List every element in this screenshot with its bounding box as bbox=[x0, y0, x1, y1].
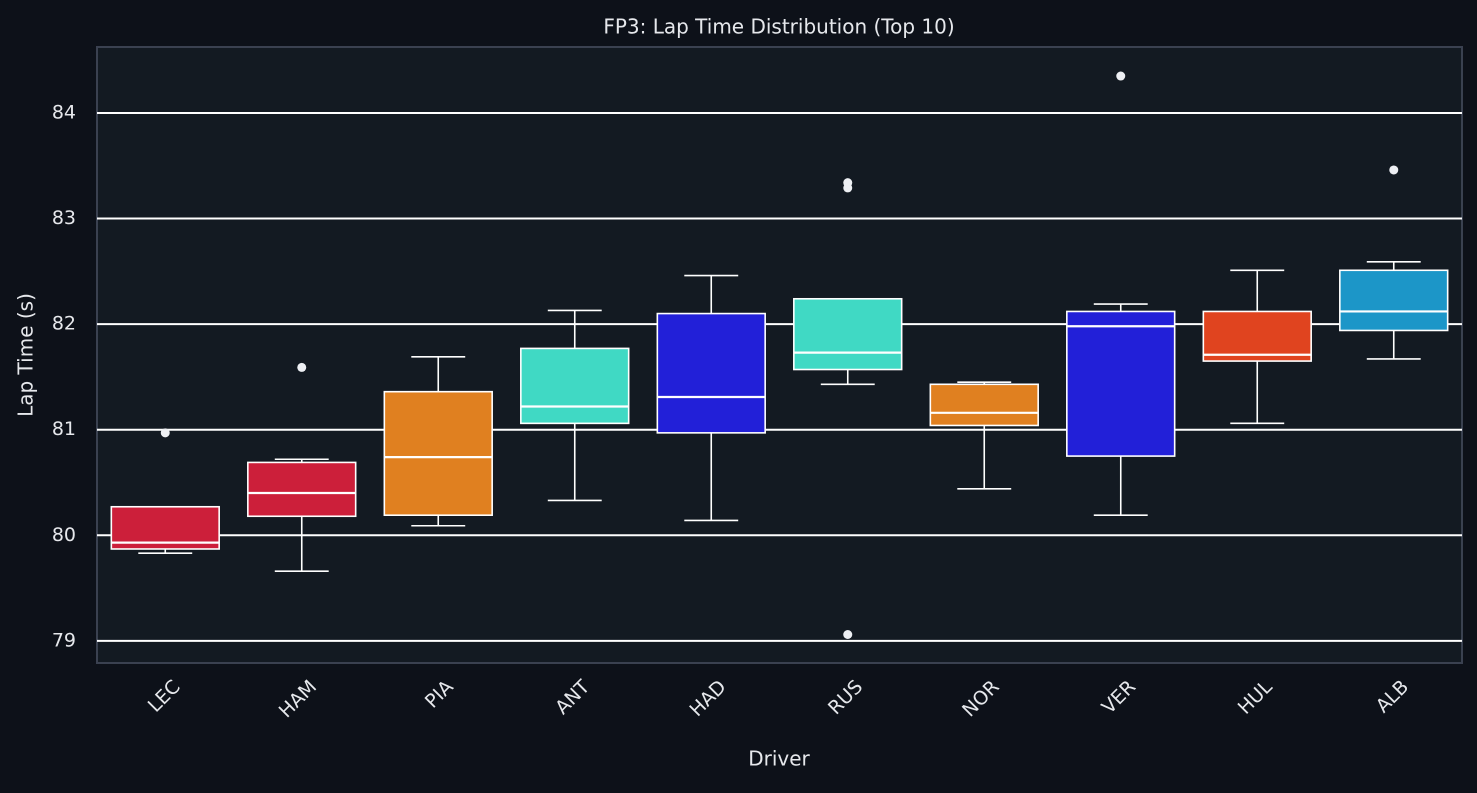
x-tick-label: NOR bbox=[958, 676, 1004, 722]
x-tick-label: PIA bbox=[421, 676, 458, 713]
box bbox=[1339, 269, 1449, 332]
box bbox=[247, 461, 357, 518]
box bbox=[656, 312, 766, 434]
y-tick-label: 79 bbox=[52, 629, 76, 651]
x-tick-label: HAM bbox=[275, 676, 321, 722]
box bbox=[520, 347, 630, 425]
box bbox=[793, 297, 903, 371]
outlier bbox=[1389, 165, 1399, 175]
box bbox=[929, 383, 1039, 427]
y-tick-label: 84 bbox=[52, 101, 76, 123]
outlier bbox=[843, 183, 853, 193]
x-tick-label: ALB bbox=[1372, 676, 1413, 717]
box bbox=[1202, 310, 1312, 362]
x-tick-label: ANT bbox=[551, 676, 594, 719]
y-axis-label: Lap Time (s) bbox=[14, 293, 38, 417]
box bbox=[383, 390, 493, 517]
y-tick-label: 82 bbox=[52, 313, 76, 335]
x-tick-label: HUL bbox=[1234, 676, 1277, 719]
outlier bbox=[1116, 71, 1126, 81]
y-tick-label: 80 bbox=[52, 524, 76, 546]
outlier bbox=[297, 362, 307, 372]
y-tick-label: 83 bbox=[52, 207, 76, 229]
chart-title: FP3: Lap Time Distribution (Top 10) bbox=[603, 15, 954, 39]
x-tick-label: LEC bbox=[144, 676, 185, 717]
box bbox=[1066, 310, 1176, 457]
x-tick-label: HAD bbox=[685, 676, 730, 721]
x-axis-label: Driver bbox=[748, 747, 810, 771]
outlier bbox=[160, 428, 170, 438]
x-tick-label: RUS bbox=[824, 676, 867, 719]
y-tick-label: 81 bbox=[52, 418, 76, 440]
outlier bbox=[843, 629, 853, 639]
x-tick-label: VER bbox=[1098, 676, 1141, 719]
